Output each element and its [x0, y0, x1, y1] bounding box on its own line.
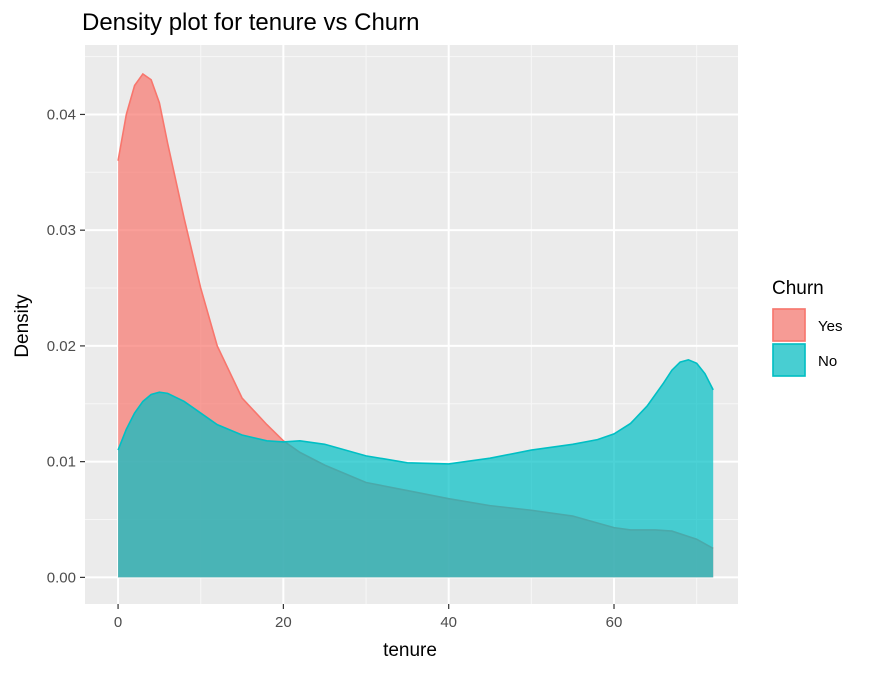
y-axis: 0.00 0.01 0.02 0.03 0.04: [47, 106, 85, 586]
density-area-no: [118, 359, 714, 578]
density-areas: [117, 72, 714, 578]
x-tick-label: 60: [606, 614, 623, 631]
legend: Churn Yes No: [772, 278, 842, 377]
density-line-no: [117, 358, 714, 465]
chart-title: Density plot for tenure vs Churn: [82, 9, 420, 36]
minor-gridlines: [85, 45, 738, 604]
x-axis-label: tenure: [383, 640, 437, 661]
legend-label-yes: Yes: [818, 318, 842, 335]
y-tick-label: 0.02: [47, 338, 76, 355]
x-axis: 0 20 40 60: [114, 604, 622, 631]
legend-label-no: No: [818, 353, 837, 370]
y-tick-label: 0.01: [47, 454, 76, 471]
y-axis-label: Density: [12, 294, 33, 358]
x-tick-label: 40: [440, 614, 457, 631]
y-tick-label: 0.00: [47, 569, 76, 586]
x-tick-label: 0: [114, 614, 122, 631]
y-tick-label: 0.04: [47, 106, 76, 123]
legend-key-yes: [772, 308, 806, 342]
y-tick-label: 0.03: [47, 222, 76, 239]
legend-key-no: [772, 343, 806, 377]
x-tick-label: 20: [275, 614, 292, 631]
legend-title: Churn: [772, 278, 824, 299]
